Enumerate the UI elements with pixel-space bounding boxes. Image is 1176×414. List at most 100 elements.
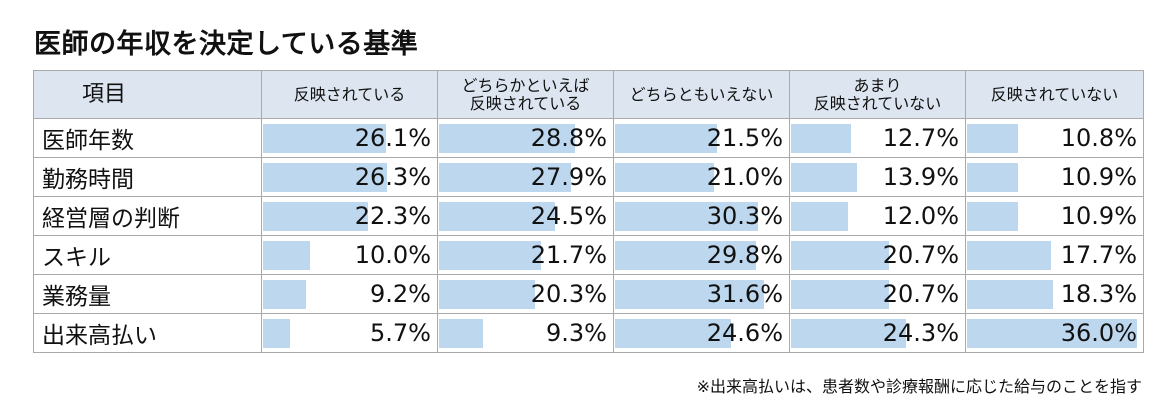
bar — [967, 124, 1018, 153]
bar — [615, 202, 758, 231]
bar — [791, 319, 906, 348]
bar — [263, 124, 386, 153]
row-label: 出来高払い — [33, 313, 262, 353]
table-row: 業務量 9.2% 20.3% 31.6% 20.7% 18.3% — [33, 274, 1144, 314]
bar — [791, 280, 889, 309]
table-row: スキル 10.0% 21.7% 29.8% 20.7% 17.7% — [33, 235, 1144, 275]
value-label: 27.9% — [530, 163, 607, 191]
value-label: 9.3% — [546, 319, 607, 347]
table-row: 医師年数 26.1% 28.8% 21.5% 12.7% 10.8% — [33, 118, 1144, 158]
table-row: 経営層の判断 22.3% 24.5% 30.3% 12.0% 10.9% — [33, 196, 1144, 236]
value-label: 24.5% — [530, 202, 607, 230]
bar — [967, 280, 1053, 309]
row-label: 医師年数 — [33, 118, 262, 158]
value-label: 10.8% — [1060, 124, 1137, 152]
value-cell: 31.6% — [613, 274, 790, 314]
bar — [967, 202, 1018, 231]
bar — [439, 319, 483, 348]
column-header-2-line1: どちらかといえば — [461, 75, 590, 95]
value-cell: 5.7% — [261, 313, 438, 353]
chart-title: 医師の年収を決定している基準 — [34, 29, 419, 60]
bar — [791, 163, 857, 192]
value-cell: 20.7% — [789, 274, 966, 314]
item-header: 項目 — [33, 70, 262, 119]
bar — [791, 202, 848, 231]
value-cell: 21.5% — [613, 118, 790, 158]
column-header-4-line2: 反映されていない — [813, 93, 942, 113]
table-body: 医師年数 26.1% 28.8% 21.5% 12.7% 10.8% 勤務時間 26.3% 27… — [33, 118, 1144, 353]
column-header-3: どちらともいえない — [613, 70, 790, 119]
column-header-1: 反映されている — [261, 70, 438, 119]
value-label: 28.8% — [530, 124, 607, 152]
value-label: 20.7% — [882, 241, 959, 269]
bar — [791, 124, 851, 153]
bar — [439, 241, 541, 270]
value-label: 26.3% — [354, 163, 431, 191]
bar — [263, 163, 387, 192]
value-cell: 18.3% — [965, 274, 1144, 314]
value-cell: 9.3% — [437, 313, 614, 353]
value-cell: 21.7% — [437, 235, 614, 275]
column-header-5: 反映されていない — [965, 70, 1144, 119]
bar — [967, 241, 1051, 270]
column-header-2: どちらかといえば 反映されている — [437, 70, 614, 119]
value-cell: 24.3% — [789, 313, 966, 353]
table-row: 出来高払い 5.7% 9.3% 24.6% 24.3% 36.0% — [33, 313, 1144, 353]
value-label: 24.3% — [882, 319, 959, 347]
value-cell: 21.0% — [613, 157, 790, 197]
bar — [615, 124, 717, 153]
value-label: 22.3% — [354, 202, 431, 230]
table-row: 勤務時間 26.3% 27.9% 21.0% 13.9% 10.9% — [33, 157, 1144, 197]
value-label: 9.2% — [370, 280, 431, 308]
bar — [263, 280, 306, 309]
value-cell: 26.3% — [261, 157, 438, 197]
column-header-1-line1: 反映されている — [293, 84, 406, 104]
bar — [615, 241, 756, 270]
value-label: 29.8% — [706, 241, 783, 269]
value-cell: 22.3% — [261, 196, 438, 236]
value-cell: 30.3% — [613, 196, 790, 236]
value-cell: 12.0% — [789, 196, 966, 236]
bar — [439, 163, 571, 192]
bar — [967, 163, 1018, 192]
value-label: 36.0% — [1060, 319, 1137, 347]
value-label: 13.9% — [882, 163, 959, 191]
value-cell: 36.0% — [965, 313, 1144, 353]
value-label: 31.6% — [706, 280, 783, 308]
bar — [263, 319, 290, 348]
value-label: 26.1% — [354, 124, 431, 152]
value-label: 21.7% — [530, 241, 607, 269]
bar — [263, 202, 368, 231]
bar — [263, 241, 310, 270]
bar — [615, 280, 764, 309]
value-cell: 27.9% — [437, 157, 614, 197]
bar — [439, 124, 575, 153]
value-label: 21.5% — [706, 124, 783, 152]
value-cell: 29.8% — [613, 235, 790, 275]
value-label: 10.9% — [1060, 163, 1137, 191]
header-row: 項目 反映されている どちらかといえば 反映されている どちらともいえない あま… — [33, 70, 1144, 119]
value-cell: 24.6% — [613, 313, 790, 353]
value-cell: 10.9% — [965, 157, 1144, 197]
value-cell: 13.9% — [789, 157, 966, 197]
value-cell: 10.8% — [965, 118, 1144, 158]
column-header-4: あまり 反映されていない — [789, 70, 966, 119]
value-label: 10.9% — [1060, 202, 1137, 230]
row-label: 経営層の判断 — [33, 196, 262, 236]
bar — [439, 202, 555, 231]
value-cell: 10.0% — [261, 235, 438, 275]
column-header-5-line1: 反映されていない — [990, 84, 1119, 104]
data-table: 項目 反映されている どちらかといえば 反映されている どちらともいえない あま… — [33, 70, 1144, 353]
value-label: 21.0% — [706, 163, 783, 191]
value-label: 17.7% — [1060, 241, 1137, 269]
value-cell: 28.8% — [437, 118, 614, 158]
bar — [439, 280, 535, 309]
value-label: 5.7% — [370, 319, 431, 347]
value-label: 20.7% — [882, 280, 959, 308]
footnote: ※出来高払いは、患者数や診療報酬に応じた給与のことを指す — [696, 377, 1142, 396]
bar — [791, 241, 889, 270]
bar — [967, 319, 1137, 348]
bar — [615, 163, 714, 192]
column-header-3-line1: どちらともいえない — [629, 84, 774, 104]
column-header-2-line2: 反映されている — [469, 93, 582, 113]
